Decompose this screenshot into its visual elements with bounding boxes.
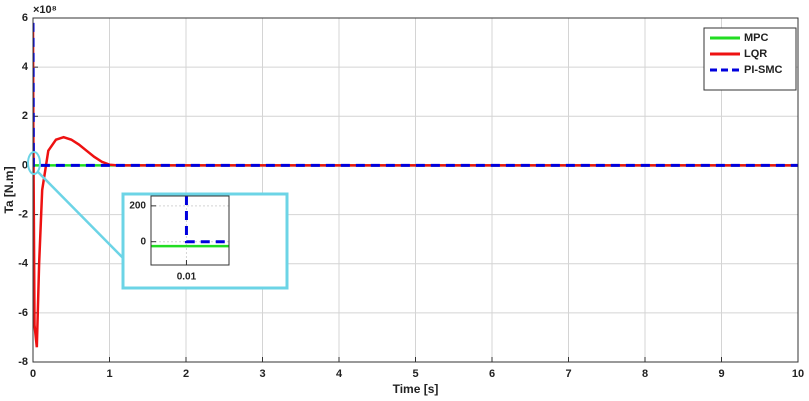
x-tick-label: 4: [336, 368, 343, 380]
axes-frame: [32, 17, 799, 363]
series-line: [33, 22, 798, 167]
x-tick-label: 9: [718, 368, 724, 380]
y-axis-label: Ta [N.m]: [2, 166, 16, 213]
x-tick-label: 1: [106, 368, 112, 380]
x-tick-label: 3: [259, 368, 265, 380]
series-line: [184, 196, 229, 244]
y-multiplier: ×10⁸: [33, 4, 57, 16]
y-tick-label: -4: [18, 258, 29, 270]
y-tick-label: 2: [22, 110, 28, 122]
x-tick-label: 7: [565, 368, 571, 380]
x-tick-label: 0.01: [177, 272, 197, 283]
x-axis-label: Time [s]: [393, 382, 439, 396]
y-tick-label: 6: [22, 12, 28, 24]
y-tick-label: 200: [129, 200, 146, 211]
y-tick-label: 4: [22, 61, 29, 73]
legend-label: MPC: [744, 32, 769, 44]
y-tick-label: -8: [18, 356, 28, 368]
y-tick-label: -2: [18, 208, 28, 220]
zoom-connector: [37, 171, 124, 259]
axes-frame: [150, 195, 230, 266]
legend-label: LQR: [744, 48, 767, 60]
x-tick-label: 10: [792, 368, 804, 380]
y-tick-label: 0: [22, 159, 28, 171]
x-tick-label: 8: [642, 368, 648, 380]
x-tick-label: 6: [489, 368, 495, 380]
y-tick-label: -6: [18, 307, 28, 319]
zoom-marker: [27, 151, 41, 175]
legend-label: PI-SMC: [744, 64, 783, 76]
x-tick-label: 0: [30, 368, 36, 380]
main-axes: -8 -6 -4 -2 0 2 4 6 0 1 2 3 4 5 6 7 8 9 10 Time [s] Ta [N.m]…: [2, 4, 804, 396]
x-tick-label: 5: [412, 368, 418, 380]
plot-area: [151, 196, 229, 265]
y-tick-label: 0: [140, 236, 146, 247]
inset-axes: 0 200 0.01: [129, 195, 230, 283]
x-tick-label: 2: [183, 368, 189, 380]
